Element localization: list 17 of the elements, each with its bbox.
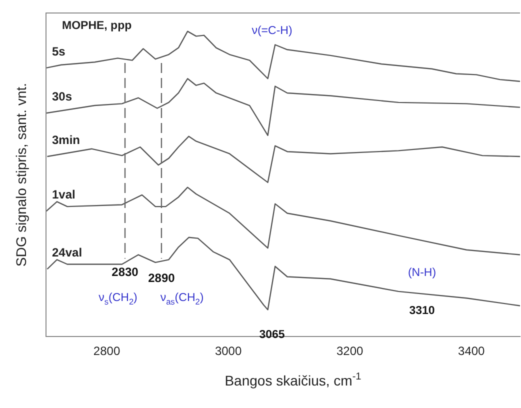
series-label: 24val xyxy=(52,245,82,260)
series-label: 1val xyxy=(52,188,76,202)
series-label: 30s xyxy=(52,89,72,104)
annotation: (N-H) xyxy=(408,267,436,280)
y-axis-title: SDG signalo stipris, sant. vnt. xyxy=(12,82,29,267)
x-tick-label: 2800 xyxy=(93,344,120,358)
series-label: 3min xyxy=(52,132,80,147)
annotation: MOPHE, ppp xyxy=(62,20,132,32)
x-tick-label: 3000 xyxy=(214,344,242,358)
ref-line-label: 2830 xyxy=(112,264,139,279)
series-label: 5s xyxy=(52,44,66,58)
x-tick-label: 3200 xyxy=(336,344,364,358)
x-tick-label: 3400 xyxy=(458,344,486,358)
annotation: 3065 xyxy=(259,329,286,342)
ref-line-label: 2890 xyxy=(148,270,176,285)
annotation: ν(=C-H) xyxy=(252,25,292,38)
annotation: 3310 xyxy=(409,305,435,318)
